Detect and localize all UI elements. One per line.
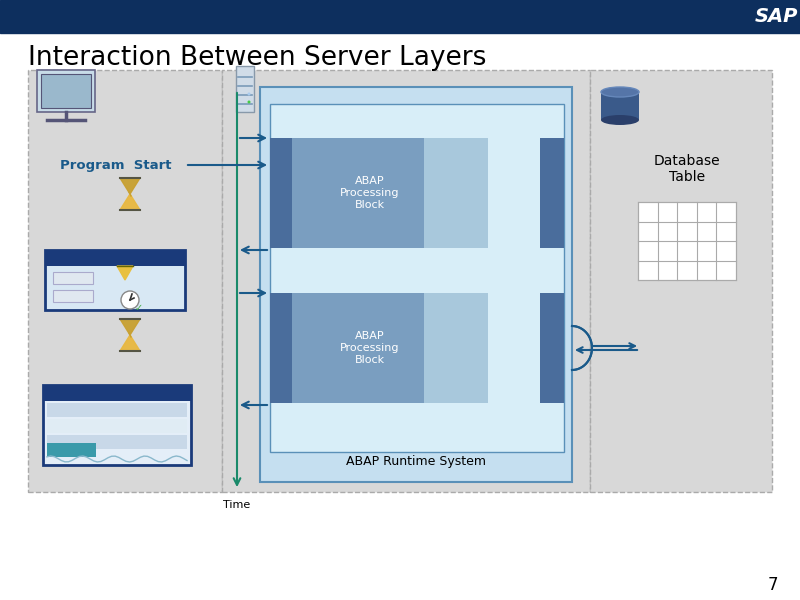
Bar <box>45 250 185 310</box>
Polygon shape <box>120 319 140 335</box>
Bar <box>540 293 564 403</box>
Text: ABAP
Processing
Block: ABAP Processing Block <box>340 176 400 209</box>
Bar <box>270 138 292 248</box>
Bar <box>222 70 590 492</box>
Bar <box>236 66 254 112</box>
Bar <box>601 92 639 120</box>
Bar <box>270 104 564 452</box>
Bar <box>424 293 488 403</box>
Polygon shape <box>120 178 140 194</box>
Bar <box>47 403 187 417</box>
Bar <box>47 419 187 433</box>
Bar <box>540 138 564 248</box>
Bar <box>37 70 95 112</box>
Polygon shape <box>117 266 133 280</box>
Bar <box>424 138 488 248</box>
Ellipse shape <box>601 87 639 97</box>
Ellipse shape <box>247 100 250 103</box>
Bar <box>47 435 187 449</box>
Bar <box>53 290 93 302</box>
Bar <box>270 293 292 403</box>
Bar <box>0 0 800 33</box>
Bar <box>45 250 185 266</box>
Ellipse shape <box>601 115 639 125</box>
Polygon shape <box>120 194 140 210</box>
Bar <box>28 70 222 492</box>
Bar <box>292 138 424 248</box>
Text: SAP: SAP <box>754 7 798 26</box>
Bar <box>590 70 772 492</box>
Bar <box>292 293 424 403</box>
Bar <box>47 443 96 457</box>
Text: Interaction Between Server Layers: Interaction Between Server Layers <box>28 45 486 71</box>
Bar <box>43 385 191 401</box>
Text: Program  Start: Program Start <box>60 158 171 172</box>
Ellipse shape <box>121 291 139 309</box>
Text: ABAP Runtime System: ABAP Runtime System <box>346 455 486 469</box>
Bar <box>43 385 191 465</box>
Bar <box>260 87 572 482</box>
Polygon shape <box>120 335 140 351</box>
Text: ABAP
Processing
Block: ABAP Processing Block <box>340 331 400 365</box>
Text: 7: 7 <box>768 576 778 594</box>
Bar <box>53 272 93 284</box>
Text: Database
Table: Database Table <box>654 154 720 184</box>
Bar <box>638 202 736 280</box>
Bar <box>41 74 91 108</box>
Ellipse shape <box>247 92 250 95</box>
Text: Time: Time <box>223 500 250 510</box>
Text: ✓: ✓ <box>135 303 143 313</box>
